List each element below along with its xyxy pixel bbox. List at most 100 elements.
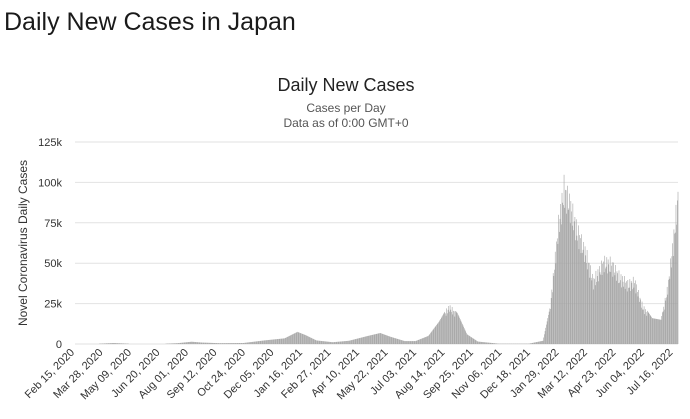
bar (112, 343, 114, 344)
bar (557, 243, 559, 344)
bar (488, 342, 490, 344)
bar (105, 343, 106, 344)
bar (608, 264, 610, 344)
bar (636, 284, 637, 344)
bar (543, 337, 544, 344)
bar (389, 336, 391, 344)
bar (267, 340, 268, 344)
bar (495, 343, 496, 344)
bar (417, 340, 419, 344)
bar (301, 333, 302, 344)
bar (217, 343, 219, 344)
bar (170, 343, 171, 344)
bar (291, 334, 293, 344)
bar (249, 342, 251, 344)
bar (299, 332, 300, 344)
bar (258, 341, 260, 344)
bar (417, 340, 418, 344)
bar (250, 342, 251, 344)
bar (354, 339, 356, 344)
bar (327, 341, 329, 344)
bar (181, 342, 183, 344)
bar (351, 340, 353, 344)
bar (436, 325, 437, 344)
bar (460, 320, 462, 344)
bar (343, 341, 345, 344)
bar (570, 201, 572, 344)
bar (297, 331, 298, 344)
bar (643, 309, 644, 344)
bar (398, 339, 399, 344)
bar (410, 341, 412, 344)
bar (613, 262, 614, 344)
bar (240, 343, 242, 344)
bar (474, 339, 476, 344)
bar (545, 327, 547, 344)
bar (670, 267, 672, 344)
bar (215, 343, 216, 344)
bar (366, 336, 367, 344)
bar (588, 262, 589, 344)
bar (246, 342, 247, 344)
bar (118, 343, 120, 344)
bar (629, 279, 631, 344)
bar (176, 343, 178, 344)
bar (659, 319, 660, 344)
bar (349, 340, 351, 344)
bar (334, 342, 336, 344)
bar (213, 342, 214, 344)
bar (457, 313, 458, 344)
bar (548, 314, 549, 344)
bar (611, 265, 612, 344)
bar (432, 329, 434, 344)
bar (551, 289, 553, 344)
bar (573, 230, 574, 344)
bar (316, 340, 318, 344)
bar (478, 341, 479, 344)
bar (217, 343, 218, 344)
bar (595, 270, 597, 344)
bar (646, 315, 648, 344)
bar (356, 338, 358, 344)
bar (303, 334, 304, 344)
bar (424, 337, 426, 344)
bar (494, 343, 496, 344)
bar (387, 335, 388, 344)
bar (392, 337, 394, 344)
bar (331, 342, 332, 344)
bar (592, 273, 593, 344)
bar (322, 341, 324, 344)
bar (280, 338, 281, 344)
bar (220, 343, 222, 344)
bar (621, 287, 622, 344)
bar (248, 342, 249, 344)
bar (238, 343, 239, 344)
bar (319, 340, 321, 344)
bar (265, 340, 266, 344)
bar (281, 338, 283, 344)
bar (230, 343, 232, 344)
bar (374, 334, 376, 344)
bar (190, 341, 191, 344)
bar (376, 333, 378, 344)
bar (175, 343, 176, 344)
bar (324, 341, 325, 344)
bar (481, 341, 483, 344)
bar (643, 306, 645, 344)
bar (403, 340, 405, 344)
bar (425, 337, 426, 344)
bar (614, 275, 616, 344)
bar (407, 341, 409, 344)
bar (232, 343, 233, 344)
bar (535, 342, 536, 344)
bar (286, 337, 287, 344)
bar (175, 343, 177, 344)
bar (668, 279, 669, 344)
bar (479, 341, 481, 344)
bar (229, 343, 230, 344)
bar (172, 343, 173, 344)
bar (254, 341, 256, 344)
bar (416, 340, 418, 344)
bar (409, 341, 410, 344)
bar (202, 342, 203, 344)
